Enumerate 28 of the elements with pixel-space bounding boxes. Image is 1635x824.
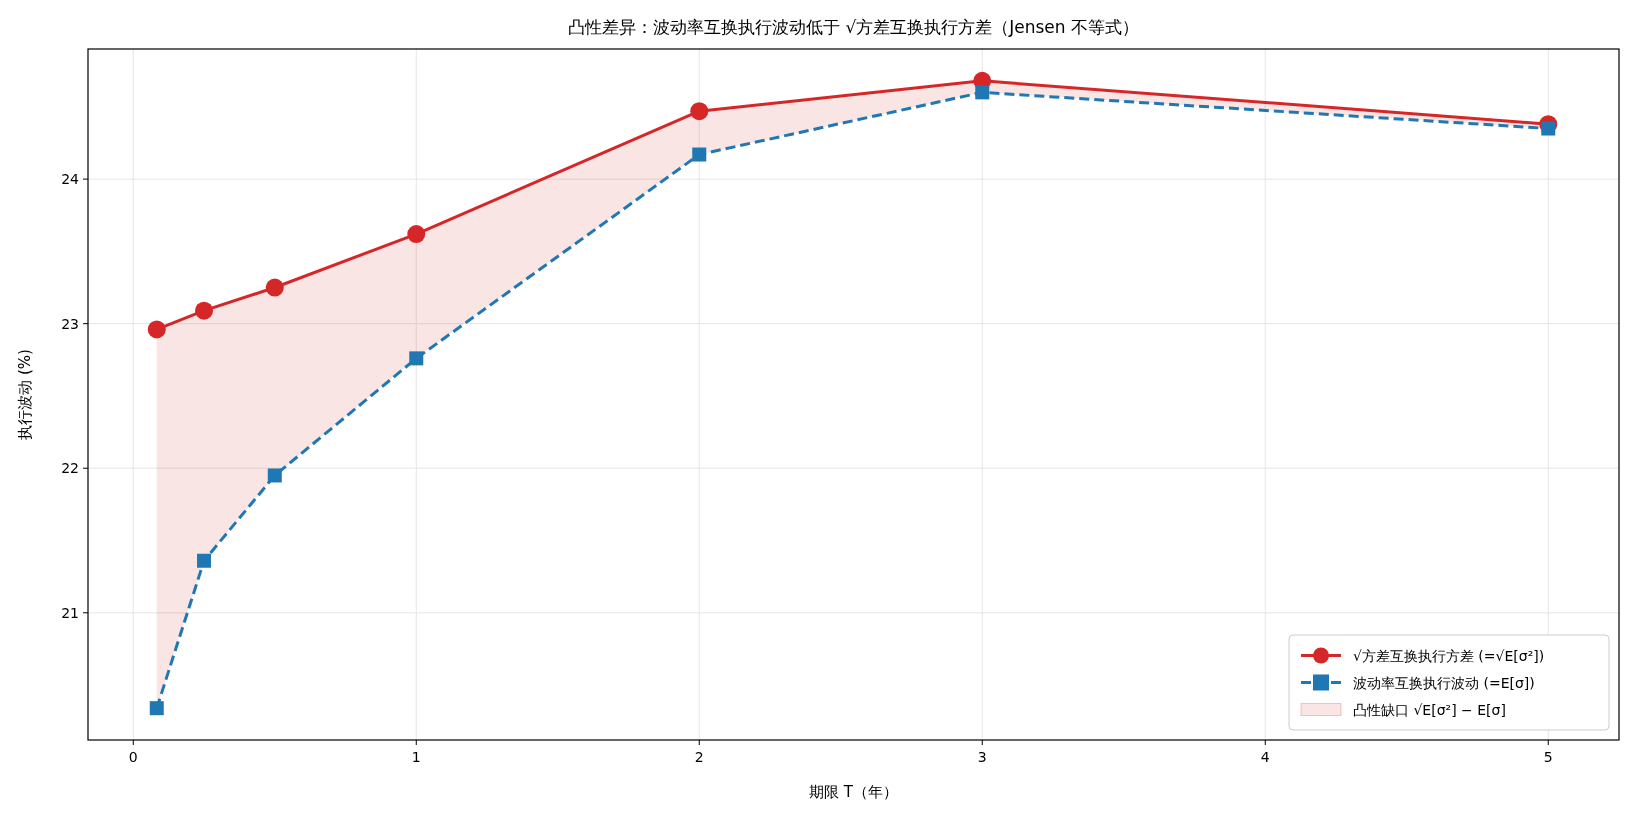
point <box>409 351 424 366</box>
point <box>265 278 284 297</box>
point <box>267 468 282 483</box>
x-tick-label: 4 <box>1260 749 1270 765</box>
x-tick-label: 0 <box>128 749 138 765</box>
x-axis-title: 期限 T（年） <box>809 783 898 801</box>
y-tick-label: 22 <box>61 460 79 477</box>
x-tick-label: 3 <box>977 749 987 765</box>
y-tick-label: 23 <box>61 315 79 332</box>
legend-label: √方差互换执行方差 (=√E[σ²]) <box>1353 647 1545 664</box>
point <box>195 301 214 320</box>
point <box>975 85 990 100</box>
legend-label: 波动率互换执行波动 (=E[σ]) <box>1353 674 1535 691</box>
point <box>149 701 164 716</box>
chart-title: 凸性差异：波动率互换执行波动低于 √方差互换执行方差（Jensen 不等式） <box>568 17 1139 37</box>
y-axis-title: 执行波动 (%) <box>16 349 34 440</box>
x-tick-label: 2 <box>694 749 704 765</box>
point <box>147 320 166 339</box>
x-tick-label: 5 <box>1543 749 1553 765</box>
point <box>407 225 426 244</box>
point <box>690 102 709 121</box>
y-tick-label: 24 <box>61 171 80 188</box>
y-tick-label: 21 <box>61 604 79 621</box>
x-tick-label: 1 <box>411 749 421 765</box>
point <box>1541 121 1556 136</box>
point <box>692 147 707 162</box>
point <box>197 553 212 568</box>
annotation: 凸性缺口 √E[σ²] − E[σ] <box>1353 701 1506 718</box>
